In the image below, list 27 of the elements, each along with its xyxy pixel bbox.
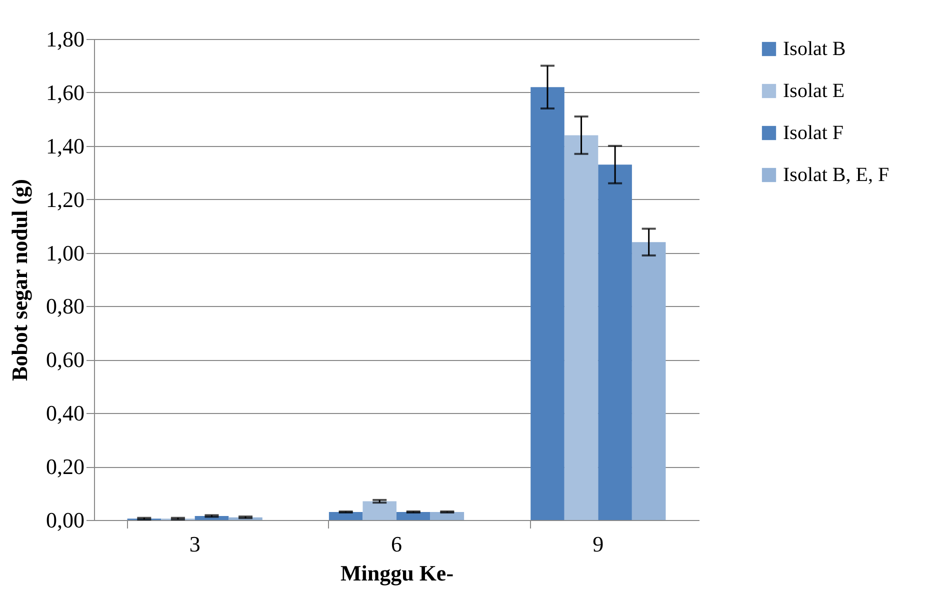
bar <box>430 512 464 520</box>
y-tick-label: 0,80 <box>46 294 84 319</box>
bar <box>362 501 396 520</box>
bar <box>564 135 598 520</box>
bar <box>598 164 632 520</box>
bar <box>396 512 430 520</box>
y-tick-label: 1,20 <box>46 186 84 212</box>
legend-label: Isolat F <box>783 122 844 144</box>
y-tick-label: 0,60 <box>46 347 84 372</box>
y-tick-label: 1,60 <box>46 80 84 105</box>
y-tick-label: 1,00 <box>46 240 84 266</box>
y-tick-label: 1,40 <box>46 133 84 158</box>
legend-label: Isolat E <box>783 80 845 102</box>
x-tick-label: 9 <box>592 532 604 556</box>
y-tick-label: 1,80 <box>46 26 84 52</box>
legend-label: Isolat B <box>783 38 846 60</box>
bar <box>328 512 363 520</box>
y-tick-label: 0,00 <box>46 508 84 532</box>
y-tick-label: 0,40 <box>46 400 84 426</box>
x-tick-label: 3 <box>189 532 200 556</box>
bar <box>530 87 564 520</box>
y-tick-label: 0,20 <box>46 454 84 480</box>
bar <box>632 242 666 520</box>
legend-label: Isolat B, E, F <box>783 164 890 186</box>
y-axis-title: Bobot segar nodul (g) <box>7 179 32 381</box>
x-tick-label: 6 <box>391 532 402 556</box>
x-axis-title: Minggu Ke- <box>340 560 454 586</box>
